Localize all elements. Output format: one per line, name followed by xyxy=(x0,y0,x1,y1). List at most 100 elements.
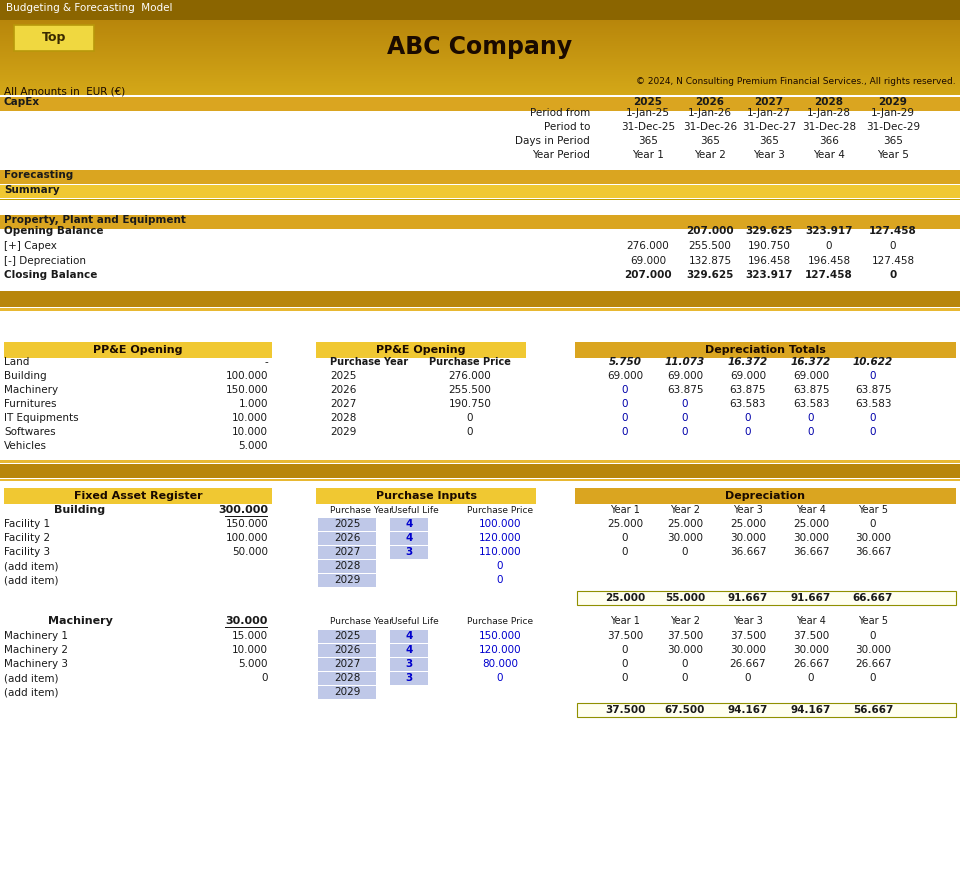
Bar xyxy=(390,644,428,657)
Text: 0: 0 xyxy=(745,673,752,683)
Text: 1-Jan-29: 1-Jan-29 xyxy=(871,108,915,118)
Text: Machinery 2: Machinery 2 xyxy=(4,645,68,655)
Text: Year 5: Year 5 xyxy=(858,616,888,626)
Bar xyxy=(0,82,960,83)
Text: 91.667: 91.667 xyxy=(728,593,768,603)
Text: 276.000: 276.000 xyxy=(448,371,492,381)
Text: 26.667: 26.667 xyxy=(854,659,891,669)
Text: 31-Dec-25: 31-Dec-25 xyxy=(621,122,675,132)
Text: 207.000: 207.000 xyxy=(624,270,672,280)
Bar xyxy=(0,199,960,200)
Bar xyxy=(0,54,960,55)
Bar xyxy=(0,26,960,27)
Text: 25.000: 25.000 xyxy=(730,519,766,529)
Bar xyxy=(0,53,960,54)
Text: 1-Jan-25: 1-Jan-25 xyxy=(626,108,670,118)
Bar xyxy=(0,20,960,21)
Bar xyxy=(0,21,960,22)
Text: 366: 366 xyxy=(819,136,839,146)
Text: 100.000: 100.000 xyxy=(226,533,268,543)
Bar xyxy=(0,90,960,91)
Bar xyxy=(0,308,960,311)
Text: 56.667: 56.667 xyxy=(852,705,893,715)
Text: -: - xyxy=(264,357,268,367)
Bar xyxy=(0,13,960,14)
Bar xyxy=(0,75,960,76)
Text: 31-Dec-26: 31-Dec-26 xyxy=(683,122,737,132)
Text: Period from: Period from xyxy=(530,108,590,118)
Text: 4: 4 xyxy=(405,519,413,529)
Text: 0: 0 xyxy=(622,659,628,669)
Bar xyxy=(316,488,536,504)
Bar xyxy=(0,57,960,58)
Text: Useful Life: Useful Life xyxy=(391,617,439,625)
Text: 3: 3 xyxy=(405,547,413,557)
Text: 63.583: 63.583 xyxy=(793,399,829,409)
Bar xyxy=(0,60,960,61)
Bar xyxy=(0,39,960,40)
Bar xyxy=(316,342,526,358)
Bar xyxy=(318,686,376,699)
Text: 2027: 2027 xyxy=(334,659,360,669)
Bar xyxy=(0,52,960,53)
Text: 2028: 2028 xyxy=(334,561,360,571)
Text: 1-Jan-27: 1-Jan-27 xyxy=(747,108,791,118)
Text: 91.667: 91.667 xyxy=(791,593,831,603)
Text: Opening Balance: Opening Balance xyxy=(4,226,104,236)
Bar xyxy=(390,658,428,671)
Bar xyxy=(390,518,428,531)
Text: 0: 0 xyxy=(807,673,814,683)
Text: 365: 365 xyxy=(883,136,903,146)
Text: Year Period: Year Period xyxy=(532,150,590,160)
Bar xyxy=(0,42,960,43)
Bar xyxy=(0,71,960,72)
Text: Machinery: Machinery xyxy=(4,385,59,395)
Text: 16.372: 16.372 xyxy=(791,357,831,367)
Text: Year 5: Year 5 xyxy=(877,150,909,160)
Text: 0: 0 xyxy=(870,371,876,381)
Bar xyxy=(0,51,960,52)
Text: 30.000: 30.000 xyxy=(667,533,703,543)
Bar xyxy=(0,3,960,4)
Text: 2025: 2025 xyxy=(634,97,662,107)
Text: Building: Building xyxy=(4,371,47,381)
Text: 36.667: 36.667 xyxy=(730,547,766,557)
Text: 69.000: 69.000 xyxy=(793,371,829,381)
Text: 30.000: 30.000 xyxy=(667,645,703,655)
Bar xyxy=(0,73,960,74)
Text: 196.458: 196.458 xyxy=(807,256,851,266)
Text: 0: 0 xyxy=(682,547,688,557)
Text: 2029: 2029 xyxy=(330,427,356,437)
Bar xyxy=(0,97,960,111)
Text: 365: 365 xyxy=(700,136,720,146)
Text: 10.622: 10.622 xyxy=(852,357,893,367)
Text: 2027: 2027 xyxy=(330,399,356,409)
Text: 5.000: 5.000 xyxy=(238,659,268,669)
Bar xyxy=(318,532,376,545)
Bar xyxy=(0,35,960,36)
Text: 0: 0 xyxy=(261,673,268,683)
Text: Year 2: Year 2 xyxy=(694,150,726,160)
Text: 2029: 2029 xyxy=(334,575,360,585)
Text: 207.000: 207.000 xyxy=(686,226,733,236)
Text: Budgeting & Forecasting  Model: Budgeting & Forecasting Model xyxy=(6,3,173,13)
Text: 30.000: 30.000 xyxy=(730,645,766,655)
Text: 0: 0 xyxy=(870,673,876,683)
Bar xyxy=(0,28,960,29)
Text: © 2024, N Consulting Premium Financial Services., All rights reserved.: © 2024, N Consulting Premium Financial S… xyxy=(636,78,956,86)
Text: 255.500: 255.500 xyxy=(448,385,492,395)
Text: Year 2: Year 2 xyxy=(670,505,700,515)
Text: 5.000: 5.000 xyxy=(238,441,268,451)
Bar xyxy=(318,546,376,559)
Text: 0: 0 xyxy=(682,413,688,423)
Bar xyxy=(0,10,960,11)
Text: 132.875: 132.875 xyxy=(688,256,732,266)
Text: 0: 0 xyxy=(682,427,688,437)
Text: Year 5: Year 5 xyxy=(858,505,888,515)
Bar xyxy=(318,658,376,671)
Bar xyxy=(0,93,960,94)
Bar xyxy=(0,4,960,5)
Bar xyxy=(0,22,960,23)
Text: 36.667: 36.667 xyxy=(793,547,829,557)
Bar xyxy=(0,49,960,50)
